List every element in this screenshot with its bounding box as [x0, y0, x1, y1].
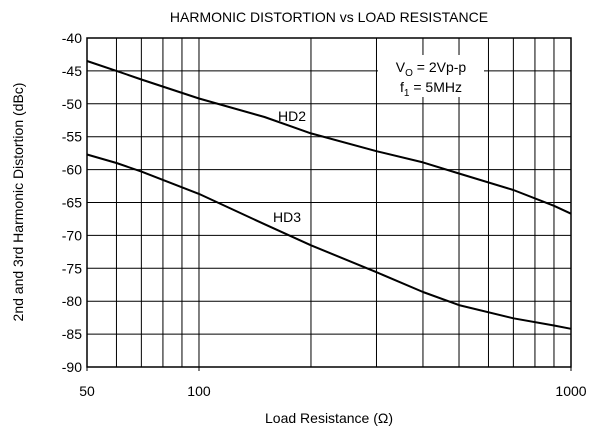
chart-title: HARMONIC DISTORTION vs LOAD RESISTANCE: [170, 9, 488, 25]
y-tick-label: -45: [62, 63, 82, 79]
series-label: HD3: [273, 209, 301, 225]
condition-main: V: [396, 59, 406, 75]
line: [86, 60, 572, 215]
line: [86, 153, 572, 330]
y-tick-label: -85: [62, 326, 82, 342]
y-tick-label: -50: [62, 96, 82, 112]
x-axis-label: Load Resistance (Ω): [265, 410, 393, 426]
condition-rest: = 5MHz: [409, 79, 462, 95]
condition-sub: 1: [404, 88, 410, 99]
condition-main: f: [400, 79, 404, 95]
y-tick-label: -75: [62, 260, 82, 276]
x-tick-label: 1000: [555, 383, 586, 399]
y-tick-label: -60: [62, 162, 82, 178]
y-axis-label: 2nd and 3rd Harmonic Distortion (dBc): [10, 83, 26, 322]
condition-box: [378, 55, 484, 97]
condition-text: VO = 2Vp-p: [396, 59, 467, 79]
y-tick-label: -40: [62, 30, 82, 46]
condition-rest: = 2Vp-p: [413, 59, 467, 75]
plot-frame: [86, 37, 572, 368]
series-label: HD2: [278, 108, 306, 124]
x-tick-label: 100: [187, 383, 211, 399]
y-tick-label: -80: [62, 293, 82, 309]
condition-sub: O: [405, 68, 413, 79]
x-tick-label: 50: [79, 383, 95, 399]
condition-text: f1 = 5MHz: [400, 79, 462, 99]
y-tick-label: -70: [62, 227, 82, 243]
y-tick-label: -55: [62, 129, 82, 145]
y-tick-label: -90: [62, 359, 82, 375]
y-tick-label: -65: [62, 195, 82, 211]
